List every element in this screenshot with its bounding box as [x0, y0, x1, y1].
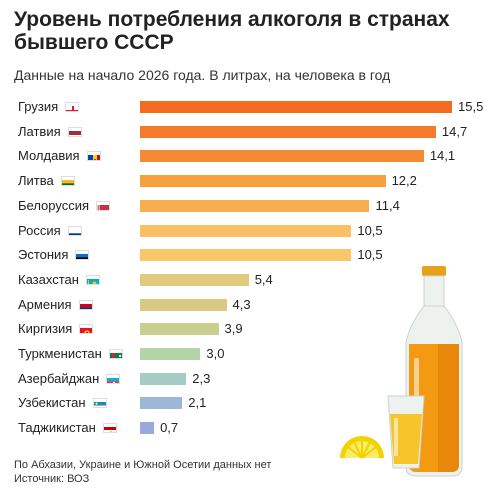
category-label: Литва	[18, 173, 54, 189]
value-label: 12,2	[391, 173, 417, 189]
footer-note: По Абхазии, Украине и Южной Осетии данны…	[14, 459, 272, 471]
lithuania-flag	[60, 176, 75, 187]
category-label: Туркменистан	[18, 346, 102, 361]
category-label: Молдавия	[18, 148, 80, 164]
latvia-flag	[67, 126, 82, 137]
chart-row: Узбекистан 2,1	[0, 391, 500, 416]
chart-row: Грузия 15,5	[0, 95, 500, 120]
shot-glass-icon	[387, 395, 425, 469]
lemon-slice-icon	[340, 436, 384, 459]
bar	[140, 125, 436, 138]
azerbaijan-flag	[106, 373, 121, 384]
category-label: Узбекистан	[18, 395, 86, 411]
bar	[140, 224, 352, 237]
footer-source: Источник: ВОЗ	[14, 473, 90, 485]
chart-row: Туркменистан 3,0	[0, 342, 500, 367]
value-label: 5,4	[254, 271, 273, 287]
bar	[140, 150, 424, 163]
estonia-flag	[75, 250, 90, 261]
bar	[140, 372, 187, 385]
bar	[140, 397, 183, 410]
chart-row: Молдавия 14,1	[0, 144, 500, 169]
footer: По Абхазии, Украине и Южной Осетии данны…	[14, 458, 271, 486]
value-label: 10,5	[357, 247, 383, 263]
bar	[140, 298, 227, 311]
chart-row: Россия 10,5	[0, 219, 500, 244]
bar	[140, 348, 201, 360]
kazakhstan-flag	[85, 274, 100, 285]
drinks-illustration	[340, 266, 463, 477]
belarus-flag	[96, 200, 111, 211]
bar	[140, 249, 352, 262]
bar	[140, 101, 452, 113]
tajikistan-flag	[102, 423, 117, 434]
chart-subtitle: Данные на начало 2026 года. В литрах, на…	[14, 67, 391, 83]
uzbekistan-flag	[92, 398, 107, 409]
moldova-flag	[86, 151, 101, 162]
russia-flag	[67, 225, 82, 236]
bar-chart: Грузия 15,5 Латвия 14,7 Молдавия 14,1 Литва 12,…	[0, 90, 500, 445]
value-label: 14,1	[429, 148, 456, 164]
category-label: Азербайджан	[18, 370, 100, 386]
category-label: Белоруссия	[18, 197, 90, 213]
turkmenistan-flag	[108, 349, 123, 359]
chart-row: Таджикистан 0,7	[0, 416, 500, 441]
bar	[140, 323, 219, 336]
value-label: 3,0	[206, 346, 225, 361]
value-label: 3,9	[224, 321, 243, 337]
value-label: 2,1	[188, 395, 207, 411]
category-label: Эстония	[18, 247, 69, 263]
category-label: Латвия	[18, 123, 61, 139]
chart-row: Латвия 14,7	[0, 120, 500, 145]
bar	[140, 175, 386, 188]
value-label: 14,7	[441, 123, 468, 139]
value-label: 15,5	[458, 99, 484, 114]
chart-row: Азербайджан 2,3	[0, 367, 500, 392]
value-label: 2,3	[192, 370, 211, 386]
kyrgyzstan-flag	[79, 324, 94, 335]
category-label: Армения	[18, 296, 72, 312]
chart-title: Уровень потребления алкоголя в странах б…	[14, 8, 450, 54]
category-label: Казахстан	[18, 271, 79, 287]
category-label: Россия	[18, 222, 61, 238]
bar	[140, 199, 370, 212]
chart-row: Эстония 10,5	[0, 243, 500, 268]
bar	[140, 422, 155, 435]
bar	[140, 273, 249, 286]
chart-row: Казахстан 5,4	[0, 268, 500, 293]
chart-row: Киргизия 3,9	[0, 317, 500, 342]
chart-row: Белоруссия 11,4	[0, 194, 500, 219]
armenia-flag	[78, 299, 93, 310]
value-label: 10,5	[357, 222, 383, 238]
category-label: Таджикистан	[18, 420, 96, 436]
chart-row: Армения 4,3	[0, 293, 500, 318]
chart-row: Литва 12,2	[0, 169, 500, 194]
georgia-flag	[65, 102, 80, 112]
value-label: 11,4	[375, 197, 400, 213]
category-label: Грузия	[18, 99, 59, 114]
category-label: Киргизия	[18, 321, 73, 337]
value-label: 0,7	[160, 420, 179, 436]
value-label: 4,3	[232, 296, 251, 312]
